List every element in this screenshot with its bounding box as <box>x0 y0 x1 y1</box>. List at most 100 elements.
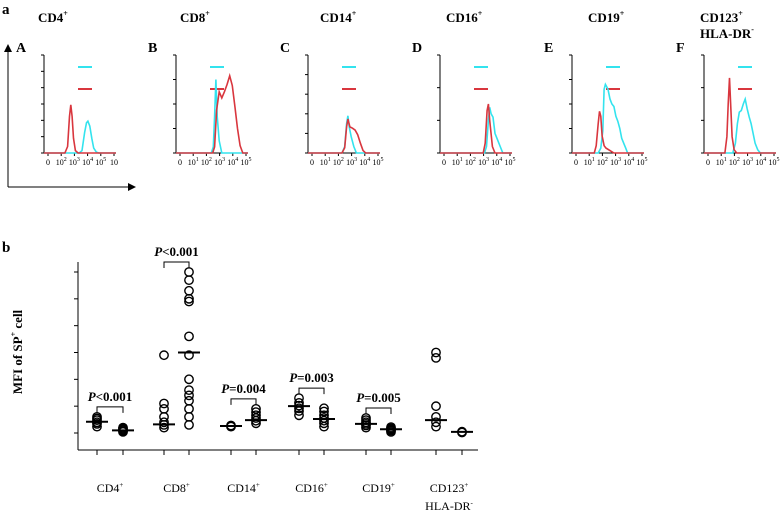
group-label-sup: + <box>256 481 260 489</box>
histogram-title: CD123+ <box>700 9 743 25</box>
title-text: CD4 <box>38 10 64 25</box>
x-tick-base: 10 <box>201 158 209 167</box>
data-point-hc <box>159 403 169 414</box>
title-text: CD14 <box>320 10 352 25</box>
x-tick-label: 105 <box>373 157 384 167</box>
x-tick-label: 105 <box>95 157 106 167</box>
x-tick-label: 0 <box>310 158 314 167</box>
title-text: CD16 <box>446 10 478 25</box>
group-label-text: CD16 <box>295 481 324 495</box>
x-tick-label: 103 <box>610 157 621 167</box>
group-label-sup: + <box>119 481 123 489</box>
x-tick-base: 10 <box>320 158 328 167</box>
x-tick-label: 0 <box>574 158 578 167</box>
title-sup: + <box>478 9 483 18</box>
subpanel-letter: E <box>544 41 553 56</box>
title2-text: HLA-DR <box>700 26 752 41</box>
data-point-hc <box>431 401 441 412</box>
x-tick-label: 103 <box>214 157 225 167</box>
x-tick-exp: 4 <box>631 157 634 163</box>
x-tick-exp: 2 <box>473 157 476 163</box>
histogram-title: CD14+ <box>320 9 357 25</box>
x-tick-label: 105 <box>241 157 252 167</box>
x-tick-exp: 3 <box>354 157 357 163</box>
data-point-ad <box>184 350 194 361</box>
panel-a-label: a <box>2 2 10 18</box>
group-label2-text: HLA-DR <box>425 499 470 513</box>
x-tick-base: 0 <box>706 158 710 167</box>
significance-bracket <box>96 406 124 413</box>
x-tick-base: 10 <box>729 158 737 167</box>
x-tick-exp: 1 <box>328 157 331 163</box>
group-label-text: CD4 <box>97 481 120 495</box>
x-tick-base: 0 <box>178 158 182 167</box>
x-tick-label: 101 <box>584 157 595 167</box>
x-tick-base: 10 <box>716 158 724 167</box>
group-label-sup: + <box>186 481 190 489</box>
data-point-ad <box>184 419 194 430</box>
x-tick-base: 10 <box>610 158 618 167</box>
x-tick-exp: 2 <box>64 157 67 163</box>
x-tick-base: 10 <box>56 158 64 167</box>
x-tick-exp: 3 <box>486 157 489 163</box>
title-sup: + <box>205 9 210 18</box>
p-value: P<0.001 <box>88 389 133 404</box>
histogram-curve-hc <box>44 119 116 154</box>
data-point-ad <box>184 385 194 395</box>
p-value: P<0.001 <box>154 244 199 259</box>
data-point-hc <box>159 398 169 409</box>
subpanel-letter: C <box>280 41 290 56</box>
x-tick-label: 0 <box>178 158 182 167</box>
ylabel-end: cell <box>10 309 25 331</box>
p-value: P=0.003 <box>289 370 334 385</box>
data-point-ad <box>319 403 329 414</box>
x-tick-base: 10 <box>623 158 631 167</box>
histogram-curve-ad <box>44 104 116 154</box>
count-arrow-head <box>4 44 12 52</box>
x-tick-base: 0 <box>574 158 578 167</box>
x-tick-exp: 2 <box>341 157 344 163</box>
data-point-ad <box>184 411 194 422</box>
x-tick-base: 10 <box>373 158 381 167</box>
group-label-sup: + <box>391 481 395 489</box>
p-letter: P <box>356 390 365 405</box>
p-value-text: =0.003 <box>297 370 334 385</box>
x-tick-exp: 5 <box>513 157 516 163</box>
ylabel-sup: + <box>9 331 18 336</box>
data-point-ad <box>184 403 194 414</box>
x-tick-label: 104 <box>623 157 634 167</box>
panel-b-label: b <box>2 240 10 256</box>
group-label-text: CD14 <box>227 481 256 495</box>
x-tick-label: 103 <box>69 157 80 167</box>
histogram-curve-hc <box>176 79 248 154</box>
p-letter: P <box>221 381 230 396</box>
significance-bracket <box>365 407 392 414</box>
group-label-text: CD8 <box>163 481 186 495</box>
data-point-ad <box>319 415 329 426</box>
title-sup: + <box>63 9 68 18</box>
p-value-text: <0.001 <box>96 389 133 404</box>
x-tick-label: 105 <box>769 157 780 167</box>
histogram-title: CD19+ <box>588 9 625 25</box>
x-tick-base: 10 <box>95 158 103 167</box>
histogram-curve-ad <box>704 77 776 154</box>
data-point-ad <box>184 296 194 307</box>
x-tick-label: 0 <box>442 158 446 167</box>
x-tick-label: 104 <box>755 157 766 167</box>
scatter-group-cd4: CD4+ P<0.001 <box>86 389 134 495</box>
scatter-group-cd14: CD14+ P=0.004 <box>220 381 267 495</box>
x-tick-base: 10 <box>69 158 77 167</box>
x-tick-label: 105 <box>505 157 516 167</box>
x-tick-label: 102 <box>201 157 212 167</box>
x-tick-exp: 2 <box>737 157 740 163</box>
data-point-ad <box>319 406 329 417</box>
p-value-text: =0.005 <box>364 390 401 405</box>
x-tick-exp: 3 <box>222 157 225 163</box>
x-tick-exp: 4 <box>763 157 766 163</box>
scatter-plot: MFI of SP+ cellCD4+P<0.001CD8+P<0.001CD1… <box>9 244 478 513</box>
x-tick-exp: 1 <box>724 157 727 163</box>
data-point-hc <box>294 403 304 414</box>
p-value-text: <0.001 <box>162 244 199 259</box>
